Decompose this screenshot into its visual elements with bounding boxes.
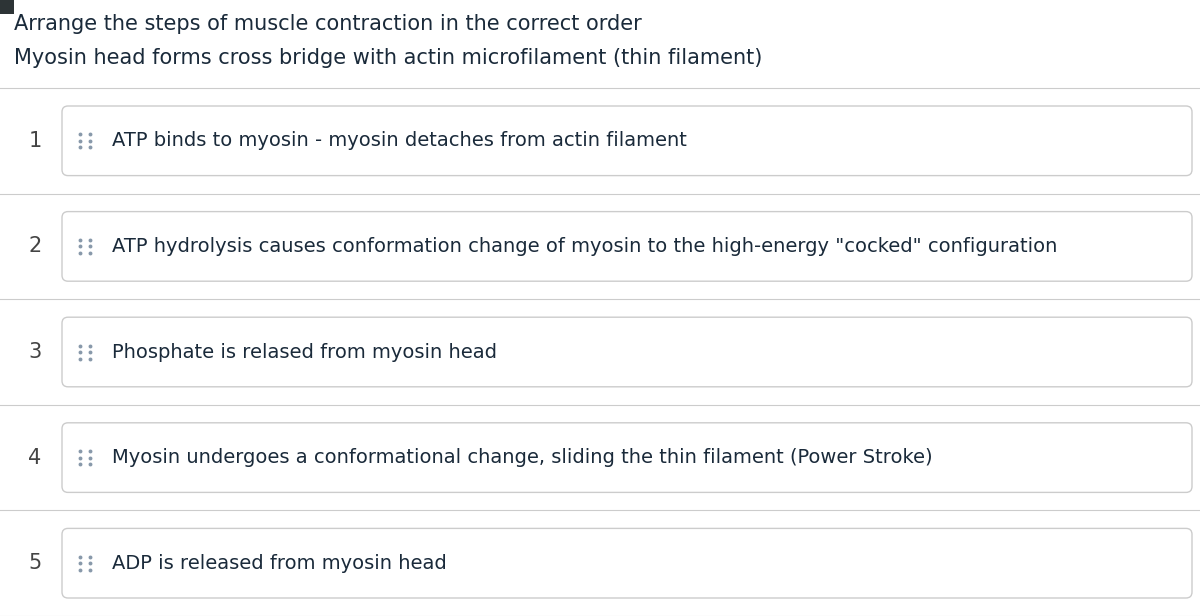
FancyBboxPatch shape <box>62 529 1192 598</box>
Text: ATP hydrolysis causes conformation change of myosin to the high-energy "cocked" : ATP hydrolysis causes conformation chang… <box>112 237 1057 256</box>
Text: 5: 5 <box>29 553 42 573</box>
FancyBboxPatch shape <box>62 317 1192 387</box>
Text: 3: 3 <box>29 342 42 362</box>
Text: 4: 4 <box>29 448 42 468</box>
FancyBboxPatch shape <box>62 423 1192 492</box>
Text: Myosin head forms cross bridge with actin microfilament (thin filament): Myosin head forms cross bridge with acti… <box>14 48 762 68</box>
FancyBboxPatch shape <box>62 212 1192 281</box>
Text: 1: 1 <box>29 131 42 151</box>
Text: Phosphate is relased from myosin head: Phosphate is relased from myosin head <box>112 342 497 362</box>
Text: ATP binds to myosin - myosin detaches from actin filament: ATP binds to myosin - myosin detaches fr… <box>112 131 686 150</box>
FancyBboxPatch shape <box>62 106 1192 176</box>
FancyBboxPatch shape <box>0 0 14 14</box>
Text: Myosin undergoes a conformational change, sliding the thin filament (Power Strok: Myosin undergoes a conformational change… <box>112 448 932 467</box>
Text: Arrange the steps of muscle contraction in the correct order: Arrange the steps of muscle contraction … <box>14 14 642 34</box>
Text: 2: 2 <box>29 237 42 256</box>
Text: ADP is released from myosin head: ADP is released from myosin head <box>112 554 446 573</box>
